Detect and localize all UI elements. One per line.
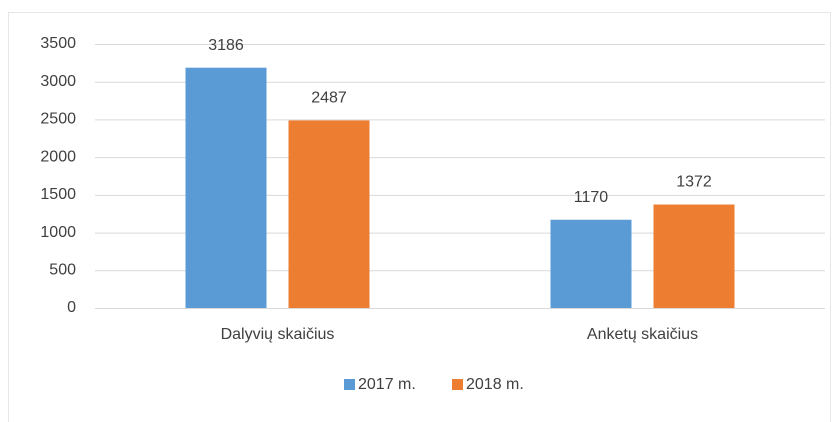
legend-label: 2017 m. [358, 376, 416, 393]
bar [653, 204, 735, 308]
y-tick-label: 0 [67, 299, 76, 316]
data-label: 2487 [311, 90, 347, 107]
y-tick-label: 2000 [40, 148, 76, 165]
y-tick-label: 1500 [40, 186, 76, 203]
data-label: 1170 [574, 189, 609, 206]
y-tick-label: 3500 [40, 35, 76, 52]
x-tick-label: Anketų skaičius [587, 326, 698, 343]
y-tick-label: 500 [49, 262, 76, 279]
data-label: 3186 [208, 37, 244, 54]
y-tick-label: 2500 [40, 111, 76, 128]
x-tick-label: Dalyvių skaičius [221, 326, 335, 343]
bar [288, 120, 370, 308]
bar [185, 67, 267, 308]
data-label: 1372 [676, 174, 712, 191]
legend-swatch [344, 379, 355, 390]
chart-border [8, 12, 831, 422]
y-tick-label: 1000 [40, 224, 76, 241]
bar [550, 219, 632, 308]
legend-label: 2018 m. [466, 376, 524, 393]
legend-swatch [452, 379, 463, 390]
y-tick-label: 3000 [40, 73, 76, 90]
